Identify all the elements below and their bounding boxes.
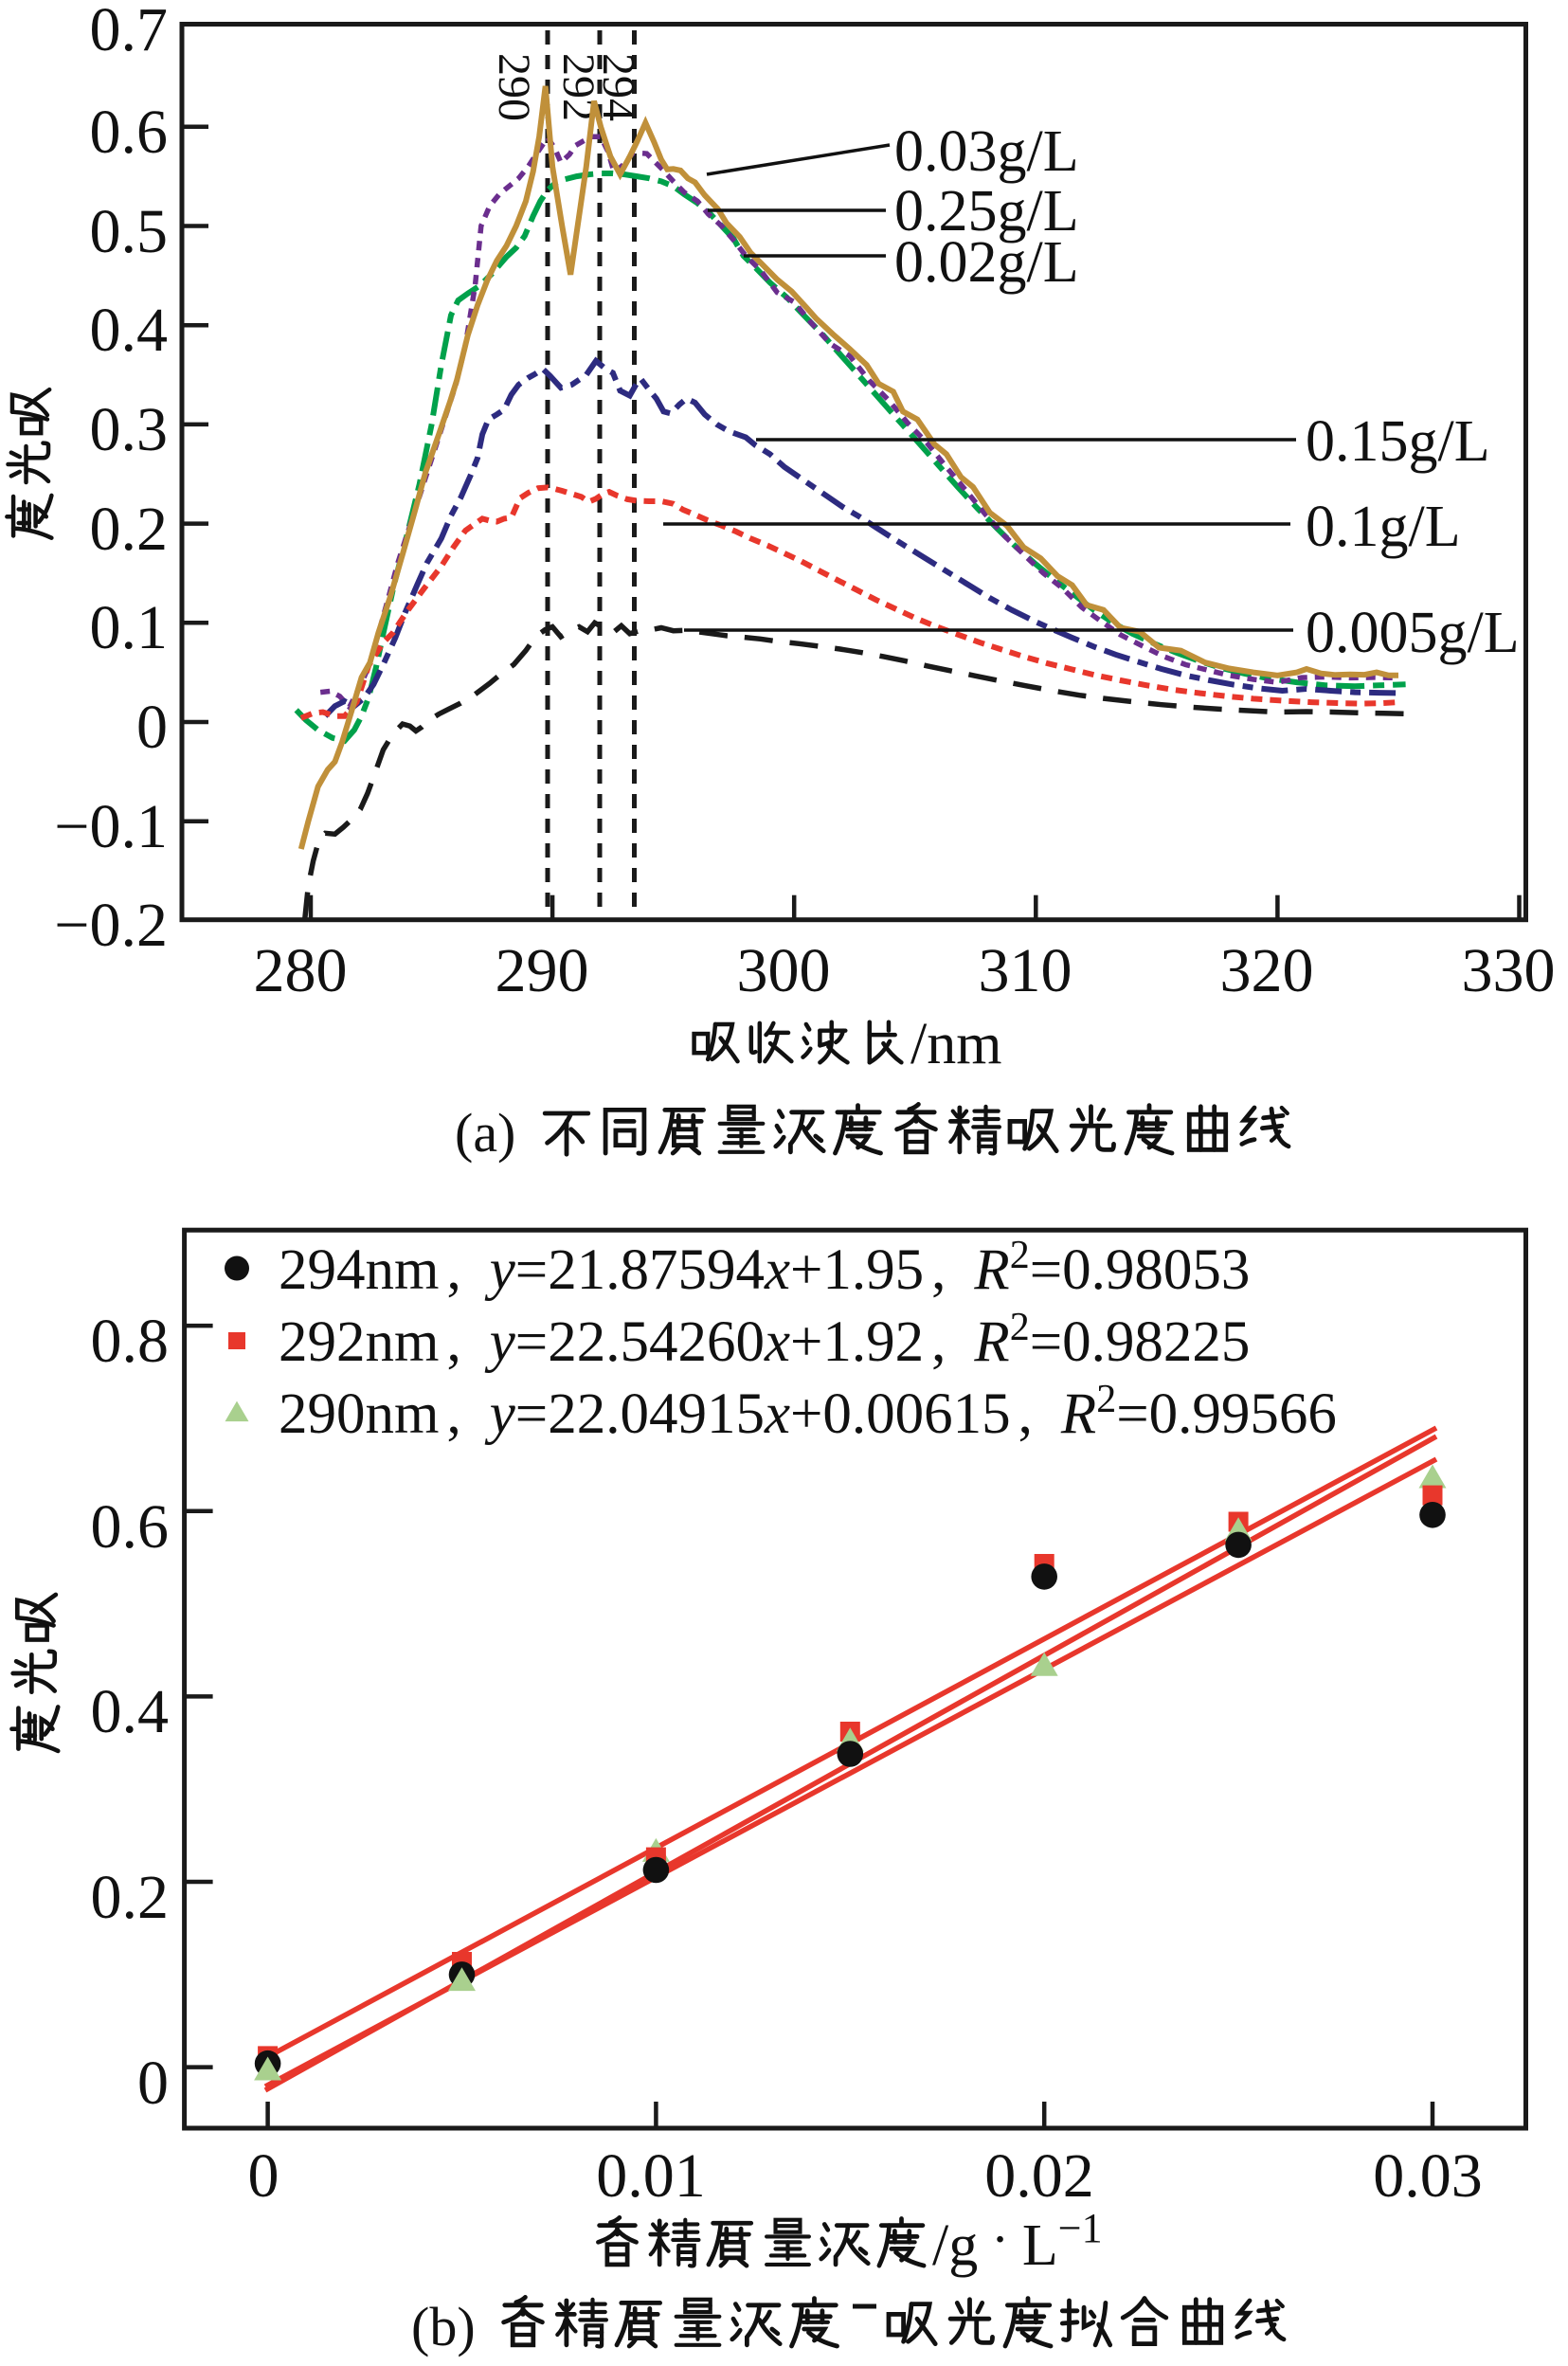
svg-text:/nm: /nm xyxy=(910,1012,1001,1076)
svg-text:310: 310 xyxy=(979,936,1072,1005)
svg-text:0.1g/L: 0.1g/L xyxy=(1306,495,1461,559)
svg-text:0.2: 0.2 xyxy=(91,1863,170,1932)
svg-text:0.2: 0.2 xyxy=(90,495,169,564)
svg-text:280: 280 xyxy=(254,936,348,1005)
svg-text:330: 330 xyxy=(1462,936,1556,1005)
svg-text:0.6: 0.6 xyxy=(90,98,169,167)
svg-text:(b): (b) xyxy=(411,2296,476,2357)
svg-text:300: 300 xyxy=(737,936,831,1005)
svg-text:−0.2: −0.2 xyxy=(54,891,168,960)
svg-text:0: 0 xyxy=(248,2141,279,2211)
svg-text:290nm,y=22.04915x+0.00615,R2=0: 290nm, y=22.04915x+0.00615, R2=0.99566 xyxy=(279,1378,1337,1446)
svg-text:0.03: 0.03 xyxy=(1373,2141,1483,2211)
svg-text:0.02: 0.02 xyxy=(984,2141,1094,2211)
svg-text:0.7: 0.7 xyxy=(90,0,169,64)
svg-text:0.3: 0.3 xyxy=(90,395,169,464)
svg-text:0.4: 0.4 xyxy=(91,1677,170,1746)
svg-text:−0.1: −0.1 xyxy=(54,792,168,861)
svg-text:0.4: 0.4 xyxy=(90,296,169,365)
svg-text:0.03g/L: 0.03g/L xyxy=(894,119,1079,184)
svg-text:(a): (a) xyxy=(455,1102,515,1164)
svg-text:0.25g/L: 0.25g/L xyxy=(894,179,1079,244)
svg-text:0.005g/L: 0.005g/L xyxy=(1306,601,1520,665)
svg-text:0.6: 0.6 xyxy=(91,1492,170,1562)
svg-text:292nm,y=22.54260x+1.92,R2=0.98: 292nm, y=22.54260x+1.92, R2=0.98225 xyxy=(279,1306,1250,1374)
svg-text:290: 290 xyxy=(496,936,589,1005)
svg-text:320: 320 xyxy=(1220,936,1314,1005)
svg-text:0.8: 0.8 xyxy=(91,1307,170,1376)
svg-text:0.5: 0.5 xyxy=(90,197,169,266)
svg-text:0.02g/L: 0.02g/L xyxy=(894,230,1079,295)
svg-text:0.1: 0.1 xyxy=(90,593,169,662)
svg-text:294nm,y=21.87594x+1.95,R2=0.98: 294nm, y=21.87594x+1.95, R2=0.98053 xyxy=(279,1234,1250,1302)
svg-text:0: 0 xyxy=(136,693,168,762)
svg-text:0.15g/L: 0.15g/L xyxy=(1306,409,1490,474)
svg-text:0.01: 0.01 xyxy=(596,2141,706,2211)
svg-text:290: 290 xyxy=(489,53,539,121)
svg-text:294: 294 xyxy=(593,53,643,121)
svg-text:0: 0 xyxy=(137,2049,169,2118)
